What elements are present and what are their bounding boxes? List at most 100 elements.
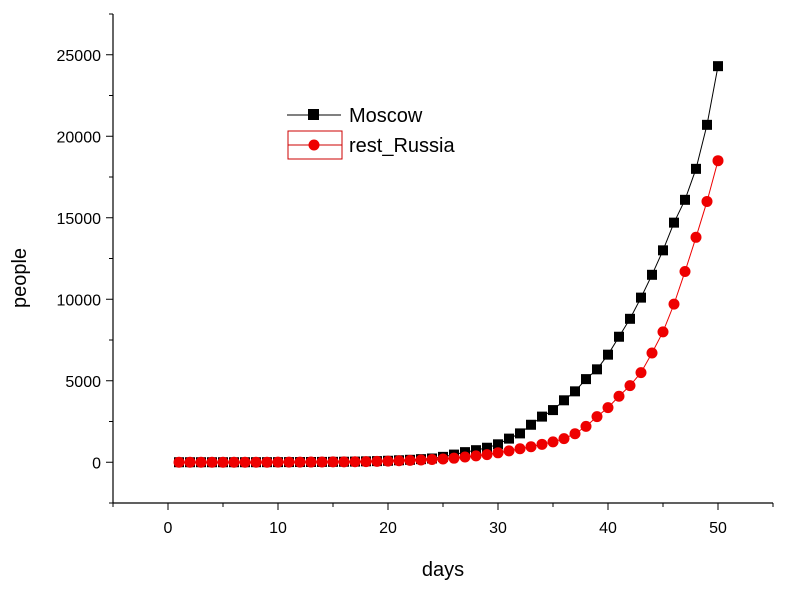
data-point bbox=[239, 456, 251, 468]
data-point bbox=[195, 456, 207, 468]
data-point bbox=[492, 447, 504, 459]
legend-label-rest-russia: rest_Russia bbox=[349, 135, 455, 157]
axes bbox=[112, 14, 773, 504]
legend: Moscow rest_Russia bbox=[287, 105, 455, 160]
legend-marker-rest-russia bbox=[308, 139, 320, 151]
legend-label-moscow: Moscow bbox=[349, 105, 423, 127]
data-point bbox=[481, 449, 493, 461]
data-point bbox=[635, 367, 647, 379]
series-layer bbox=[173, 61, 724, 468]
series-moscow bbox=[174, 61, 723, 468]
data-point bbox=[515, 428, 525, 439]
data-point bbox=[470, 450, 482, 462]
y-tick-label: 5000 bbox=[65, 374, 101, 391]
data-point bbox=[668, 298, 680, 310]
data-point bbox=[581, 374, 591, 385]
data-point bbox=[614, 331, 624, 342]
data-point bbox=[250, 456, 262, 468]
data-point bbox=[658, 245, 668, 256]
data-point bbox=[504, 433, 514, 444]
data-point bbox=[547, 436, 559, 448]
data-point bbox=[603, 349, 613, 360]
data-point bbox=[592, 364, 602, 375]
data-point bbox=[184, 456, 196, 468]
series-line bbox=[179, 66, 719, 463]
data-point bbox=[316, 456, 328, 468]
data-point bbox=[305, 456, 317, 468]
data-point bbox=[712, 155, 724, 167]
y-tick-label: 10000 bbox=[57, 292, 102, 309]
data-point bbox=[338, 456, 350, 468]
data-point bbox=[559, 395, 569, 406]
data-point bbox=[624, 380, 636, 392]
x-tick-label: 50 bbox=[709, 520, 727, 537]
legend-marker-moscow bbox=[308, 109, 319, 120]
data-point bbox=[261, 456, 273, 468]
data-point bbox=[690, 231, 702, 243]
x-tick-label: 0 bbox=[164, 520, 173, 537]
data-point bbox=[580, 420, 592, 432]
data-point bbox=[569, 428, 581, 440]
series-line bbox=[179, 160, 719, 463]
x-tick-label: 40 bbox=[599, 520, 617, 537]
data-point bbox=[404, 454, 416, 466]
data-point bbox=[526, 419, 536, 430]
ticks: 0 10 20 30 40 50 0 5000 10000 15000 20000 25000 bbox=[57, 13, 774, 537]
data-point bbox=[393, 455, 405, 467]
data-point bbox=[206, 456, 218, 468]
data-point bbox=[459, 451, 471, 463]
data-point bbox=[371, 455, 383, 467]
data-point bbox=[349, 456, 361, 468]
data-point bbox=[360, 456, 372, 468]
data-point bbox=[591, 411, 603, 423]
data-point bbox=[625, 313, 635, 324]
data-point bbox=[173, 456, 185, 468]
data-point bbox=[272, 456, 284, 468]
data-point bbox=[382, 455, 394, 467]
data-point bbox=[691, 163, 701, 174]
data-point bbox=[657, 326, 669, 338]
y-tick-label: 0 bbox=[92, 455, 101, 472]
y-tick-label: 25000 bbox=[57, 48, 102, 65]
y-axis-title: people bbox=[9, 248, 31, 308]
data-point bbox=[713, 61, 723, 72]
data-point bbox=[669, 217, 679, 228]
data-point bbox=[702, 119, 712, 130]
data-point bbox=[228, 456, 240, 468]
x-tick-label: 10 bbox=[269, 520, 287, 537]
data-point bbox=[636, 292, 646, 303]
series-rest-russia bbox=[173, 155, 724, 468]
data-point bbox=[613, 390, 625, 402]
x-tick-label: 20 bbox=[379, 520, 397, 537]
data-point bbox=[701, 195, 713, 207]
data-point bbox=[548, 405, 558, 416]
x-tick-label: 30 bbox=[489, 520, 507, 537]
data-point bbox=[536, 438, 548, 450]
data-point bbox=[283, 456, 295, 468]
data-point bbox=[482, 442, 492, 453]
y-tick-label: 15000 bbox=[57, 211, 102, 228]
data-point bbox=[558, 433, 570, 445]
data-point bbox=[525, 441, 537, 453]
y-tick-label: 20000 bbox=[57, 129, 102, 146]
data-point bbox=[503, 445, 515, 457]
data-point bbox=[679, 266, 691, 278]
data-point bbox=[437, 453, 449, 465]
data-point bbox=[570, 386, 580, 397]
data-point bbox=[471, 445, 481, 456]
data-point bbox=[514, 443, 526, 455]
data-point bbox=[327, 456, 339, 468]
data-point bbox=[602, 402, 614, 414]
data-point bbox=[537, 411, 547, 422]
data-point bbox=[646, 347, 658, 359]
data-point bbox=[294, 456, 306, 468]
x-axis-title: days bbox=[422, 559, 464, 581]
data-point bbox=[647, 269, 657, 280]
data-point bbox=[217, 456, 229, 468]
data-point bbox=[448, 452, 460, 464]
data-point bbox=[415, 454, 427, 466]
data-point bbox=[680, 194, 690, 205]
data-point bbox=[493, 439, 503, 450]
data-point bbox=[426, 453, 438, 465]
